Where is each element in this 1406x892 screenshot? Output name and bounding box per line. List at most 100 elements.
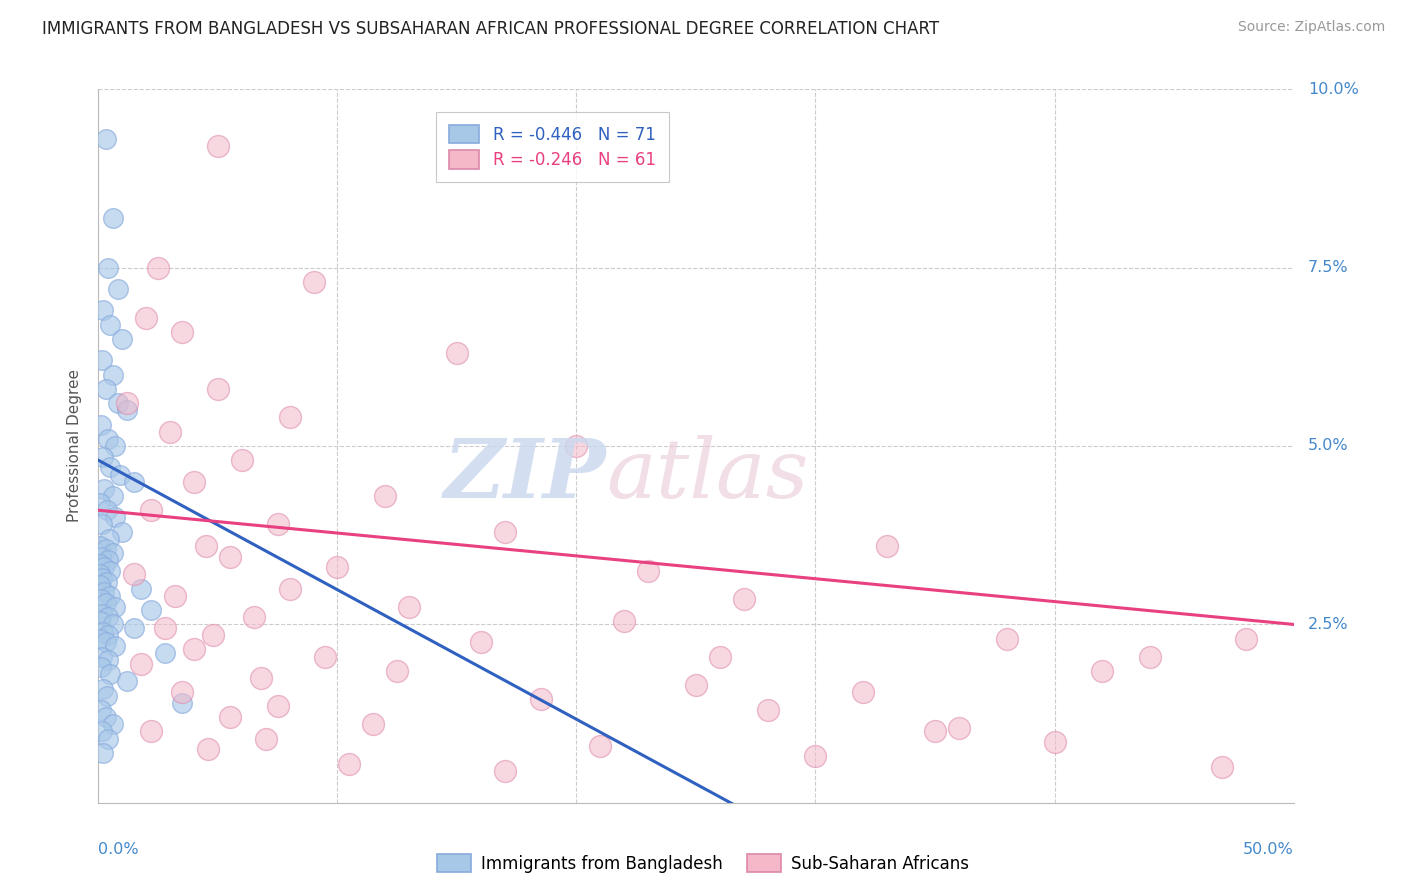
Text: atlas: atlas	[606, 434, 808, 515]
Point	[91, 303, 114, 318]
Point	[494, 524, 516, 539]
Text: 5.0%: 5.0%	[1308, 439, 1348, 453]
Point	[89, 539, 111, 553]
Point	[91, 353, 114, 368]
Text: 7.5%: 7.5%	[1308, 260, 1348, 275]
Point	[756, 703, 779, 717]
Point	[101, 617, 124, 632]
Point	[155, 646, 177, 660]
Point	[219, 710, 242, 724]
Point	[90, 417, 112, 432]
Point	[131, 657, 153, 671]
Point	[565, 439, 588, 453]
Point	[124, 475, 146, 489]
Point	[89, 632, 111, 646]
Point	[91, 624, 114, 639]
Point	[115, 674, 138, 689]
Point	[97, 553, 120, 567]
Point	[250, 671, 273, 685]
Point	[101, 211, 124, 225]
Point	[124, 621, 146, 635]
Point	[91, 681, 114, 696]
Point	[709, 649, 731, 664]
Point	[494, 764, 516, 778]
Point	[339, 756, 361, 771]
Point	[101, 717, 124, 731]
Legend: Immigrants from Bangladesh, Sub-Saharan Africans: Immigrants from Bangladesh, Sub-Saharan …	[430, 847, 976, 880]
Point	[98, 589, 122, 603]
Point	[1139, 649, 1161, 664]
Point	[111, 332, 134, 346]
Text: IMMIGRANTS FROM BANGLADESH VS SUBSAHARAN AFRICAN PROFESSIONAL DEGREE CORRELATION: IMMIGRANTS FROM BANGLADESH VS SUBSAHARAN…	[42, 20, 939, 37]
Point	[207, 382, 229, 396]
Point	[97, 628, 120, 642]
Point	[172, 325, 194, 339]
Point	[89, 614, 111, 628]
Point	[278, 582, 301, 596]
Point	[98, 460, 122, 475]
Point	[385, 664, 409, 678]
Point	[90, 592, 112, 607]
Point	[101, 368, 124, 382]
Point	[1234, 632, 1257, 646]
Point	[315, 649, 337, 664]
Point	[637, 564, 659, 578]
Point	[91, 724, 114, 739]
Point	[94, 132, 117, 146]
Point	[96, 689, 118, 703]
Point	[91, 746, 114, 760]
Point	[183, 475, 205, 489]
Point	[172, 696, 194, 710]
Point	[363, 717, 385, 731]
Point	[243, 610, 266, 624]
Point	[111, 524, 134, 539]
Point	[613, 614, 636, 628]
Point	[139, 503, 162, 517]
Legend: R = -0.446   N = 71, R = -0.246   N = 61: R = -0.446 N = 71, R = -0.246 N = 61	[436, 112, 669, 183]
Point	[104, 510, 127, 524]
Point	[104, 439, 127, 453]
Text: 10.0%: 10.0%	[1308, 82, 1358, 96]
Point	[254, 731, 277, 746]
Point	[91, 450, 114, 464]
Point	[948, 721, 970, 735]
Point	[159, 425, 181, 439]
Point	[852, 685, 875, 699]
Point	[94, 635, 117, 649]
Point	[101, 546, 124, 560]
Point	[374, 489, 396, 503]
Point	[93, 482, 115, 496]
Point	[97, 610, 120, 624]
Point	[1091, 664, 1114, 678]
Point	[124, 567, 146, 582]
Point	[202, 628, 225, 642]
Point	[995, 632, 1018, 646]
Point	[94, 596, 117, 610]
Point	[172, 685, 194, 699]
Point	[197, 742, 219, 756]
Point	[470, 635, 492, 649]
Point	[97, 432, 120, 446]
Point	[97, 731, 120, 746]
Point	[115, 396, 138, 410]
Y-axis label: Professional Degree: Professional Degree	[67, 369, 83, 523]
Point	[155, 621, 177, 635]
Point	[89, 496, 111, 510]
Point	[104, 639, 127, 653]
Point	[207, 139, 229, 153]
Point	[96, 503, 118, 517]
Point	[96, 574, 118, 589]
Point	[131, 582, 153, 596]
Text: Source: ZipAtlas.com: Source: ZipAtlas.com	[1237, 20, 1385, 34]
Point	[163, 589, 186, 603]
Point	[219, 549, 242, 564]
Point	[97, 653, 120, 667]
Point	[267, 517, 290, 532]
Text: 2.5%: 2.5%	[1308, 617, 1348, 632]
Point	[530, 692, 553, 706]
Point	[107, 282, 129, 296]
Point	[195, 539, 218, 553]
Point	[107, 396, 129, 410]
Text: 0.0%: 0.0%	[98, 842, 139, 857]
Point	[101, 489, 124, 503]
